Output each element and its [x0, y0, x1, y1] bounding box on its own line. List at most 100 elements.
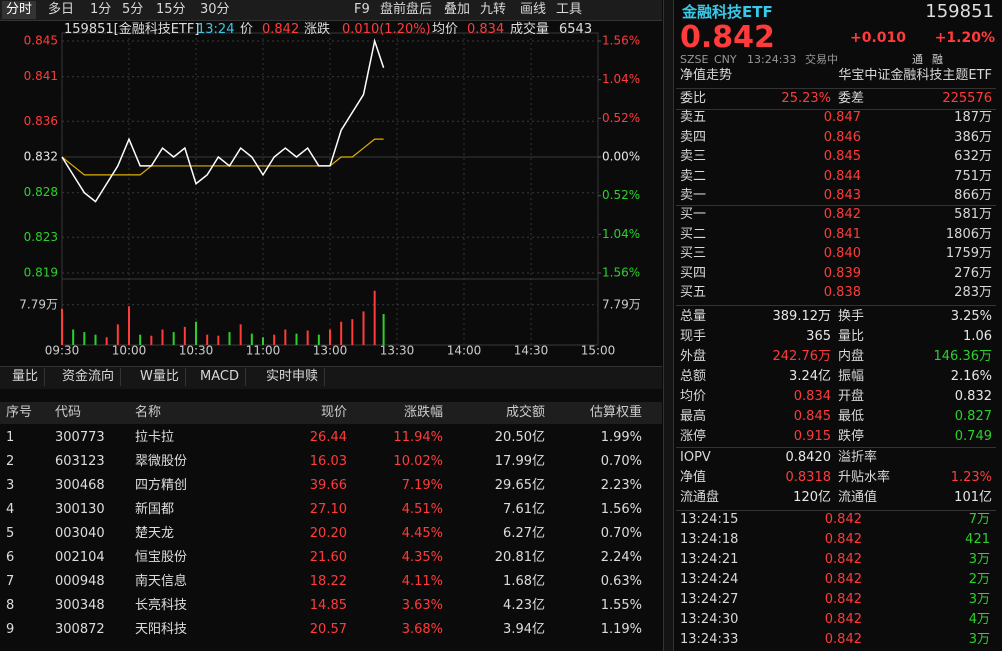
table-cell: 20.81亿	[494, 550, 545, 565]
tool-button[interactable]: 九转	[480, 2, 507, 17]
table-cell: 3.63%	[401, 598, 443, 613]
trade-price: 0.842	[824, 632, 862, 647]
volume-bar	[172, 332, 175, 345]
volume-bar	[250, 333, 253, 345]
tool-button[interactable]: F9	[354, 2, 370, 17]
stat-value: 2.16%	[950, 369, 992, 384]
tool-button[interactable]: 工具	[556, 2, 583, 17]
table-header[interactable]: 代码	[55, 405, 82, 420]
stat-value: 0.834	[793, 389, 831, 404]
table-cell: 300773	[55, 430, 105, 445]
x-tick-label: 14:00	[447, 344, 482, 358]
stat-value: 120亿	[793, 490, 831, 505]
table-cell: 恒宝股份	[135, 550, 188, 565]
quote-exchange: SZSE	[680, 53, 709, 66]
table-cell: 0.63%	[600, 574, 642, 589]
timeframe-tab[interactable]: 1分	[90, 2, 112, 17]
divider	[676, 88, 996, 89]
tool-button[interactable]: 画线	[520, 2, 547, 17]
table-header[interactable]: 成交额	[505, 405, 545, 420]
stat-value: 3.25%	[950, 309, 992, 324]
stat-label: 流通值	[838, 490, 878, 505]
table-header[interactable]: 现价	[320, 405, 347, 420]
stat-label: 总量	[680, 309, 707, 324]
table-header[interactable]: 涨跌幅	[403, 405, 443, 420]
timeframe-tab[interactable]: 多日	[48, 2, 75, 17]
x-tick-label: 13:30	[380, 344, 415, 358]
timeframe-tab[interactable]: 30分	[200, 2, 230, 17]
stat-value: 0.845	[793, 409, 831, 424]
table-cell: 2.24%	[600, 550, 642, 565]
volume-bar	[273, 334, 276, 345]
stat-label: 开盘	[838, 389, 865, 404]
volume-bar	[217, 335, 220, 345]
header-price: 0.842	[262, 22, 300, 37]
ratio-value: 25.23%	[781, 91, 831, 106]
indicator-tab[interactable]: 实时申赎	[260, 368, 326, 386]
trade-price: 0.842	[824, 572, 862, 587]
table-cell: 27.10	[309, 502, 347, 517]
indicator-tab[interactable]: 量比	[6, 368, 46, 386]
y2-tick-label: 0.00%	[602, 150, 640, 164]
table-cell: 300348	[55, 598, 105, 613]
table-cell: 29.65亿	[494, 478, 545, 493]
table-cell: 300468	[55, 478, 105, 493]
trade-time: 13:24:33	[680, 632, 739, 647]
level-label: 买一	[680, 207, 707, 222]
stat-label: 现手	[680, 329, 707, 344]
level-volume: 581万	[954, 207, 992, 222]
x-tick-label: 10:00	[112, 344, 147, 358]
trade-price: 0.842	[824, 532, 862, 547]
volume-bar	[317, 334, 320, 345]
table-cell: 14.85	[309, 598, 347, 613]
stat-label: 振幅	[838, 369, 865, 384]
table-cell: 南天信息	[135, 574, 188, 589]
y-tick-label: 0.841	[24, 69, 58, 83]
table-cell: 20.50亿	[494, 430, 545, 445]
tool-button[interactable]: 叠加	[444, 2, 471, 17]
quote-time: 13:24:33	[747, 53, 797, 66]
table-header[interactable]: 序号	[6, 405, 33, 420]
y2-tick-label: 0.52%	[602, 188, 640, 202]
level-price: 0.839	[823, 265, 861, 281]
timeframe-tab[interactable]: 分时	[2, 1, 37, 19]
level-label: 卖二	[680, 168, 707, 184]
level-label: 买四	[680, 265, 707, 281]
table-header[interactable]: 名称	[135, 405, 162, 420]
table-header[interactable]: 估算权重	[589, 405, 642, 420]
volume-bar	[239, 324, 242, 345]
table-cell: 300872	[55, 622, 105, 637]
level-label: 买五	[680, 285, 707, 300]
level-price: 0.846	[823, 129, 861, 145]
stat-value: 365	[806, 329, 831, 344]
volume-bar	[61, 308, 63, 345]
nav-label[interactable]: 净值走势	[680, 68, 733, 83]
level-label: 卖四	[680, 129, 707, 145]
y-tick-label: 0.819	[24, 266, 58, 280]
x-tick-label: 09:30	[45, 344, 80, 358]
timeframe-tab[interactable]: 15分	[156, 2, 186, 17]
level-volume: 1806万	[945, 226, 992, 242]
stat-value: 146.36万	[933, 349, 993, 364]
tool-button[interactable]: 盘前盘后	[380, 2, 433, 17]
indicator-tab[interactable]: W量比	[134, 368, 186, 386]
table-cell: 17.99亿	[494, 454, 545, 469]
indicator-tab[interactable]: MACD	[194, 368, 246, 386]
indicator-tab[interactable]: 资金流向	[56, 368, 122, 386]
table-cell: 9	[6, 622, 15, 637]
price-line	[61, 38, 385, 203]
table-cell: 000948	[55, 574, 105, 589]
table-cell: 0.70%	[600, 454, 642, 469]
divider	[676, 109, 996, 110]
timeframe-tab[interactable]: 5分	[122, 2, 144, 17]
level-label: 买三	[680, 246, 707, 261]
table-cell: 4.35%	[401, 550, 443, 565]
volume-bar	[362, 311, 365, 345]
trade-time: 13:24:27	[680, 592, 739, 607]
table-cell: 10.02%	[393, 454, 443, 469]
table-cell: 楚天龙	[135, 526, 175, 541]
y-tick-label: 0.836	[24, 114, 58, 128]
table-cell: 300130	[55, 502, 105, 517]
table-cell: 7.19%	[401, 478, 443, 493]
volume-tick-label: 7.79万	[602, 297, 641, 311]
